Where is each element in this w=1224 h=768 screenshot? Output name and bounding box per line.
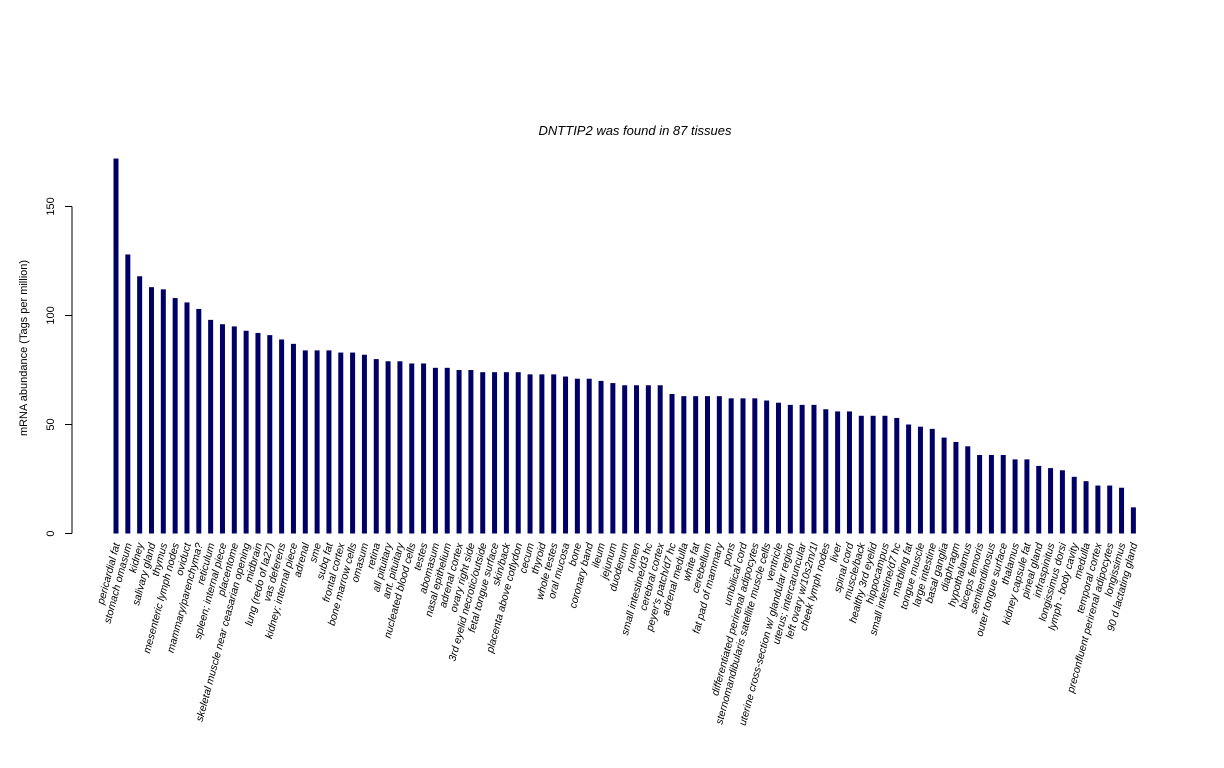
bar	[1084, 481, 1089, 533]
bar	[693, 396, 698, 533]
bar	[1131, 507, 1136, 533]
bar	[1024, 459, 1029, 533]
bar	[315, 350, 320, 533]
bar	[930, 429, 935, 534]
y-tick-label: 150	[45, 197, 57, 215]
bar	[1048, 468, 1053, 533]
bar	[161, 289, 166, 533]
bar	[303, 350, 308, 533]
bar	[705, 396, 710, 533]
bar	[255, 333, 260, 534]
bar	[1060, 470, 1065, 533]
bar	[137, 276, 142, 533]
bar	[232, 326, 237, 533]
bar	[421, 363, 426, 533]
bar	[835, 411, 840, 533]
bar	[1001, 455, 1006, 533]
bar	[244, 331, 249, 534]
bar	[457, 370, 462, 534]
bar	[480, 372, 485, 533]
bar	[397, 361, 402, 533]
bar	[504, 372, 509, 533]
bar	[184, 302, 189, 533]
bar	[977, 455, 982, 533]
bar	[729, 398, 734, 533]
bar	[1107, 486, 1112, 534]
y-tick-label: 100	[45, 306, 57, 324]
bar	[965, 446, 970, 533]
bar	[859, 416, 864, 534]
bar	[764, 401, 769, 534]
bar	[528, 374, 533, 533]
bar	[386, 361, 391, 533]
bar	[551, 374, 556, 533]
bar	[953, 442, 958, 534]
bar	[220, 324, 225, 533]
bar	[717, 396, 722, 533]
bar	[173, 298, 178, 533]
y-tick-label: 50	[45, 418, 57, 430]
bar	[871, 416, 876, 534]
y-tick-label: 0	[45, 530, 57, 536]
bar	[788, 405, 793, 534]
bar	[681, 396, 686, 533]
bar	[882, 416, 887, 534]
bar	[599, 381, 604, 534]
bar	[409, 363, 414, 533]
bar	[1119, 488, 1124, 534]
bar	[279, 339, 284, 533]
bar	[539, 374, 544, 533]
bar	[338, 353, 343, 534]
bar	[918, 427, 923, 534]
bar	[267, 335, 272, 533]
bar	[575, 379, 580, 534]
bar	[1036, 466, 1041, 534]
bar	[1072, 477, 1077, 534]
bar	[847, 411, 852, 533]
bar	[906, 425, 911, 534]
bar	[374, 359, 379, 533]
bar	[989, 455, 994, 533]
bar	[563, 377, 568, 534]
bar	[894, 418, 899, 534]
bar	[811, 405, 816, 534]
bar	[468, 370, 473, 534]
bar	[1095, 486, 1100, 534]
bar	[125, 254, 130, 533]
bar	[823, 409, 828, 533]
bar	[942, 438, 947, 534]
bar	[291, 344, 296, 534]
bar	[740, 398, 745, 533]
bar	[587, 379, 592, 534]
bar	[350, 353, 355, 534]
bar	[800, 405, 805, 534]
bar	[208, 320, 213, 534]
bar	[149, 287, 154, 533]
bar	[1013, 459, 1018, 533]
bar	[646, 385, 651, 533]
bar	[114, 159, 119, 534]
bar	[622, 385, 627, 533]
chart-title: DNTTIP2 was found in 87 tissues	[539, 123, 732, 138]
bar	[776, 403, 781, 534]
bar	[670, 394, 675, 534]
bar	[752, 398, 757, 533]
bar	[326, 350, 331, 533]
y-axis-label: mRNA abundance (Tags per million)	[18, 260, 30, 436]
bar	[445, 368, 450, 534]
bar	[433, 368, 438, 534]
bar	[362, 355, 367, 534]
bar	[196, 309, 201, 534]
bar	[516, 372, 521, 533]
bar	[610, 383, 615, 533]
bar	[634, 385, 639, 533]
bar	[658, 385, 663, 533]
bar	[492, 372, 497, 533]
